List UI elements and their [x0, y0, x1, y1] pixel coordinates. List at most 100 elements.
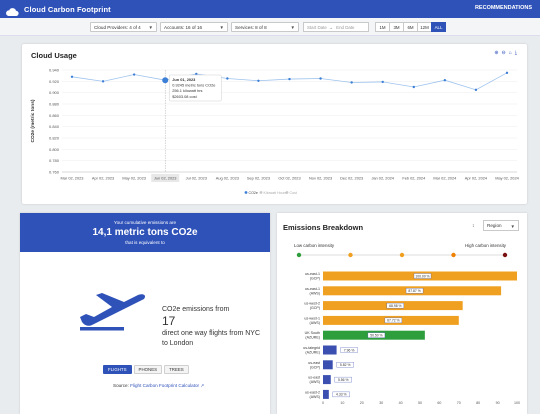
bar-value-label: 67.72 % — [387, 319, 399, 323]
data-point[interactable] — [195, 72, 198, 76]
data-point[interactable] — [474, 88, 478, 92]
legend-label[interactable]: CO2e — [249, 191, 258, 195]
cloud-providers-dropdown[interactable]: Cloud Providers: 4 of 4 ▼ — [90, 22, 157, 32]
data-point[interactable] — [443, 79, 447, 82]
data-point[interactable] — [412, 85, 415, 89]
zoom-in-icon[interactable]: ⊕ — [494, 50, 499, 56]
zoom-out-icon[interactable]: ⊖ — [501, 50, 506, 56]
data-point[interactable] — [505, 71, 509, 75]
x-tick-label: 20 — [360, 401, 364, 405]
range-button-6m[interactable]: 6M — [403, 22, 418, 32]
emission-bar[interactable] — [323, 360, 333, 370]
bar-value-box — [367, 332, 386, 338]
intensity-dot — [451, 252, 456, 258]
arrow-right-icon: → — [328, 24, 334, 30]
x-tick-label: Jul 02, 2023 — [186, 176, 207, 181]
accounts-label: Accounts: 16 of 16 — [164, 24, 203, 30]
range-button-3m[interactable]: 3M — [389, 22, 404, 32]
intensity-dot — [399, 252, 405, 258]
region-provider-label: (GCP) — [310, 277, 320, 281]
cloud-logo-icon — [5, 4, 19, 16]
tab-phones[interactable]: PHONES — [133, 365, 163, 374]
tab-trees[interactable]: TREES — [164, 365, 189, 374]
end-date-input[interactable]: End Date — [336, 24, 355, 30]
region-provider-label: (AWS) — [310, 380, 320, 384]
data-point[interactable] — [288, 77, 291, 81]
breakdown-group-dropdown[interactable]: Region ▼ — [483, 220, 519, 231]
equivalency-number: 17 — [162, 314, 176, 328]
source-line: Source: Flight Carbon Footprint Calculat… — [113, 383, 204, 389]
high-intensity-label: High carbon intensity — [465, 243, 507, 248]
data-point[interactable] — [381, 80, 384, 84]
services-dropdown[interactable]: Services: 8 of 8 ▼ — [231, 22, 299, 32]
tab-flights[interactable]: FLIGHTS — [103, 365, 132, 374]
x-tick-label: 50 — [418, 401, 422, 405]
sort-icon[interactable]: ↕ — [472, 223, 475, 229]
region-provider-label: (GCP) — [310, 306, 320, 310]
highlighted-data-point[interactable] — [162, 77, 169, 84]
tooltip-date: Jun 01, 2023 — [172, 77, 196, 82]
external-link-icon[interactable]: ↗ — [200, 383, 205, 388]
region-label: us-east-1 — [305, 272, 320, 276]
x-tick-label: Mar 02, 2024 — [433, 176, 457, 181]
x-tick-label: 60 — [437, 401, 441, 405]
data-point[interactable] — [70, 75, 74, 78]
x-tick-label: Nov 02, 2023 — [309, 176, 332, 181]
start-date-input[interactable]: Start Date — [307, 24, 327, 30]
services-label: Services: 8 of 8 — [235, 24, 267, 30]
region-provider-label: (AWS) — [310, 321, 320, 325]
bar-value-label: 5.82 % — [340, 363, 351, 367]
legend-marker[interactable] — [244, 191, 248, 194]
emission-bar[interactable] — [323, 375, 331, 385]
accounts-dropdown[interactable]: Accounts: 16 of 16 ▼ — [160, 22, 228, 32]
range-button-all[interactable]: ALL — [431, 22, 446, 32]
emissions-breakdown-title: Emissions Breakdown — [283, 223, 364, 232]
region-label: us-talegrid — [303, 346, 320, 350]
legend-marker[interactable] — [285, 191, 289, 194]
equivalency-description: direct one way flights from NYC to Londo… — [162, 330, 261, 347]
bar-value-box — [340, 347, 358, 353]
x-tick-label: Feb 02, 2024 — [402, 176, 426, 181]
bar-value-label: 5.56 % — [338, 378, 349, 382]
data-point[interactable] — [257, 79, 260, 82]
emission-bar[interactable] — [323, 389, 329, 399]
emission-bar[interactable] — [323, 345, 337, 355]
range-button-1m[interactable]: 1M — [375, 22, 390, 32]
y-tick-label: 0.780 — [49, 158, 60, 163]
bar-value-box — [405, 288, 424, 294]
data-point[interactable] — [350, 81, 353, 84]
legend-marker[interactable] — [259, 191, 263, 194]
x-tick-label: 10 — [340, 401, 344, 405]
x-tick-label: May 02, 2023 — [122, 176, 146, 181]
data-point[interactable] — [101, 80, 105, 83]
region-provider-label: (AZURE) — [305, 351, 320, 355]
emissions-equivalent-label: that is equivalent to — [125, 240, 165, 245]
y-tick-label: 0.840 — [49, 124, 60, 129]
download-icon[interactable]: ⤓ — [514, 50, 517, 56]
emissions-intro: Your cumulative emissions are — [113, 220, 177, 225]
data-point[interactable] — [226, 77, 229, 80]
y-axis-label: CO2e (metric tons) — [30, 99, 36, 142]
x-tick-label: Dec 02, 2023 — [340, 176, 363, 181]
x-tick-label: 30 — [379, 401, 383, 405]
data-point[interactable] — [319, 77, 322, 80]
app-bar: Cloud Carbon Footprint RECOMMENDATIONS — [0, 0, 540, 18]
x-tick-label: Jan 02, 2024 — [371, 176, 394, 181]
region-provider-label: (AWS) — [310, 291, 320, 295]
data-point[interactable] — [132, 73, 136, 76]
range-button-12m[interactable]: 12M — [417, 22, 432, 32]
cloud-usage-title: Cloud Usage — [31, 51, 77, 60]
date-range-picker[interactable]: Start Date → End Date — [303, 22, 369, 32]
chevron-down-icon: ▼ — [219, 25, 224, 30]
recommendations-link[interactable]: RECOMMENDATIONS — [474, 5, 532, 11]
tooltip-line3: $2603.08 cost — [172, 94, 197, 99]
emissions-breakdown-card: Emissions Breakdown ↕ Region ▼ Low carbo… — [277, 213, 527, 414]
legend-label[interactable]: Kilowatt Hours — [264, 191, 287, 195]
home-icon[interactable]: ⌂ — [508, 50, 512, 56]
bar-value-label: 87.87 % — [408, 289, 420, 293]
source-link[interactable]: Flight Carbon Footprint Calculator — [130, 383, 200, 388]
filter-bar: Cloud Providers: 4 of 4 ▼ Accounts: 16 o… — [0, 18, 540, 36]
chevron-down-icon: ▼ — [290, 25, 295, 30]
legend-label[interactable]: Cost — [290, 191, 297, 195]
